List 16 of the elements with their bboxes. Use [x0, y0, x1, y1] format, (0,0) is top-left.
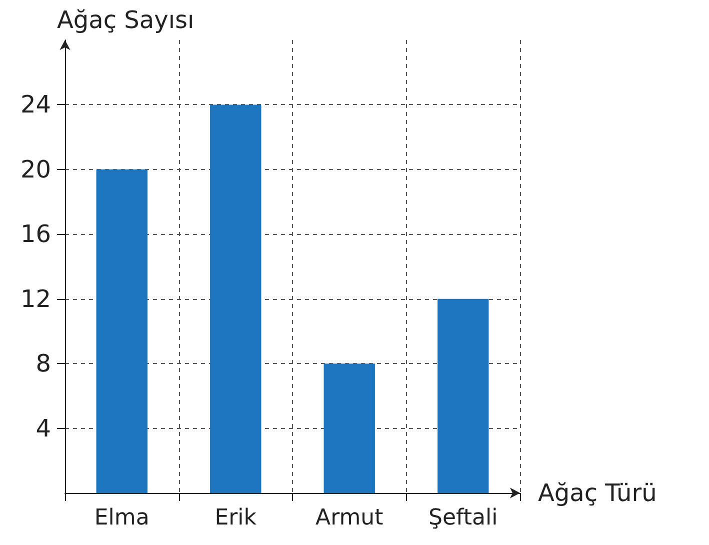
x-tick-label: Elma: [94, 506, 150, 530]
bar: [210, 104, 262, 493]
y-tick-label: 12: [20, 284, 51, 313]
x-tick-label: Şeftali: [428, 506, 498, 530]
bar: [438, 298, 489, 493]
x-tick-label: Armut: [316, 506, 384, 530]
y-tick-label: 24: [20, 90, 51, 119]
y-tick-label: 4: [36, 414, 51, 442]
y-tick-label: 20: [20, 155, 51, 184]
y-axis-title: Ağaç Sayısı: [57, 6, 194, 34]
bar: [96, 169, 148, 493]
y-tick-label: 16: [20, 220, 51, 248]
x-tick-label: Erik: [214, 506, 257, 530]
y-tick-label: 8: [36, 350, 51, 378]
bar: [324, 364, 375, 493]
x-axis-title: Ağaç Türü: [538, 479, 657, 507]
